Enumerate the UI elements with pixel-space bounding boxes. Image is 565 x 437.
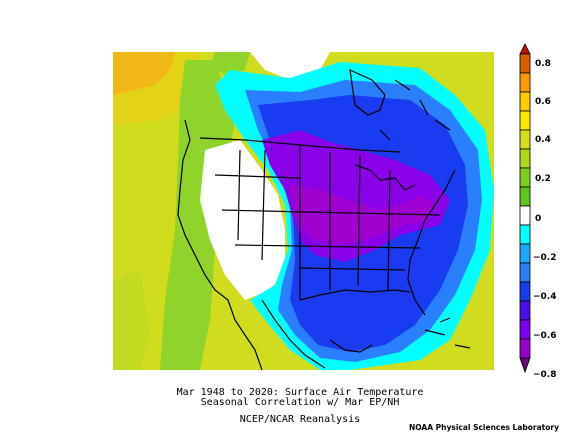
east-coastline	[407, 169, 456, 316]
state-lines	[214, 145, 441, 300]
caption-title: Mar 1948 to 2020: Surface Air Temperatur…	[176, 387, 424, 398]
west-coastline	[177, 119, 263, 370]
caption-source: NCEP/NCAR Reanalysis	[239, 414, 361, 425]
credit-text: NOAA Physical Sciences Laboratory	[408, 423, 559, 432]
colorbar-label-0: 0	[535, 214, 541, 224]
map-outlines	[177, 69, 471, 370]
colorbar-seg	[519, 338, 531, 359]
colorbar-label-0.2: 0.2	[535, 174, 551, 184]
colorbar-top-arrow	[519, 43, 531, 55]
colorbar-seg	[519, 91, 531, 112]
colorbar-label-neg0.4: −0.4	[533, 292, 556, 302]
colorbar-seg	[519, 72, 531, 93]
colorbar-seg	[519, 53, 531, 74]
colorbar-seg	[519, 281, 531, 302]
colorbar-label-neg0.2: −0.2	[533, 253, 556, 263]
hudson-bay	[349, 69, 386, 116]
colorbar-label-neg0.6: −0.6	[533, 331, 556, 341]
violet-region	[290, 185, 435, 245]
green-band	[160, 60, 235, 370]
colorbar-seg	[519, 224, 531, 245]
green-top	[210, 52, 250, 75]
gulf-coastline	[299, 289, 411, 301]
colorbar-seg	[519, 186, 531, 207]
colorbar-label-0.8: 0.8	[535, 59, 551, 69]
canadian-islands	[379, 79, 451, 141]
colorbar-seg	[519, 243, 531, 264]
mexico-outline	[261, 299, 373, 369]
colorbar-seg	[519, 167, 531, 188]
colorbar-seg	[519, 262, 531, 283]
colorbar: 0.8 0.6 0.4 0.2 0 −0.2 −0.4 −0.6 −0.8	[519, 43, 556, 380]
colorbar-seg	[519, 129, 531, 150]
colorbar-seg	[519, 110, 531, 131]
colorbar-label-neg0.8: −0.8	[533, 370, 556, 380]
yellow-region	[113, 52, 200, 125]
colorbar-seg	[519, 148, 531, 169]
caribbean-islands	[424, 317, 471, 349]
colorbar-seg	[519, 300, 531, 321]
colorbar-bottom-arrow	[519, 357, 531, 374]
colorbar-seg	[519, 205, 531, 226]
colorbar-label-0.4: 0.4	[535, 135, 551, 145]
green-bottom	[113, 270, 150, 370]
map-fill	[113, 52, 494, 370]
colorbar-seg	[519, 319, 531, 340]
colorbar-label-0.6: 0.6	[535, 97, 551, 107]
great-lakes	[354, 164, 416, 191]
caption-subtitle: Seasonal Correlation w/ Mar EP/NH	[200, 397, 400, 408]
